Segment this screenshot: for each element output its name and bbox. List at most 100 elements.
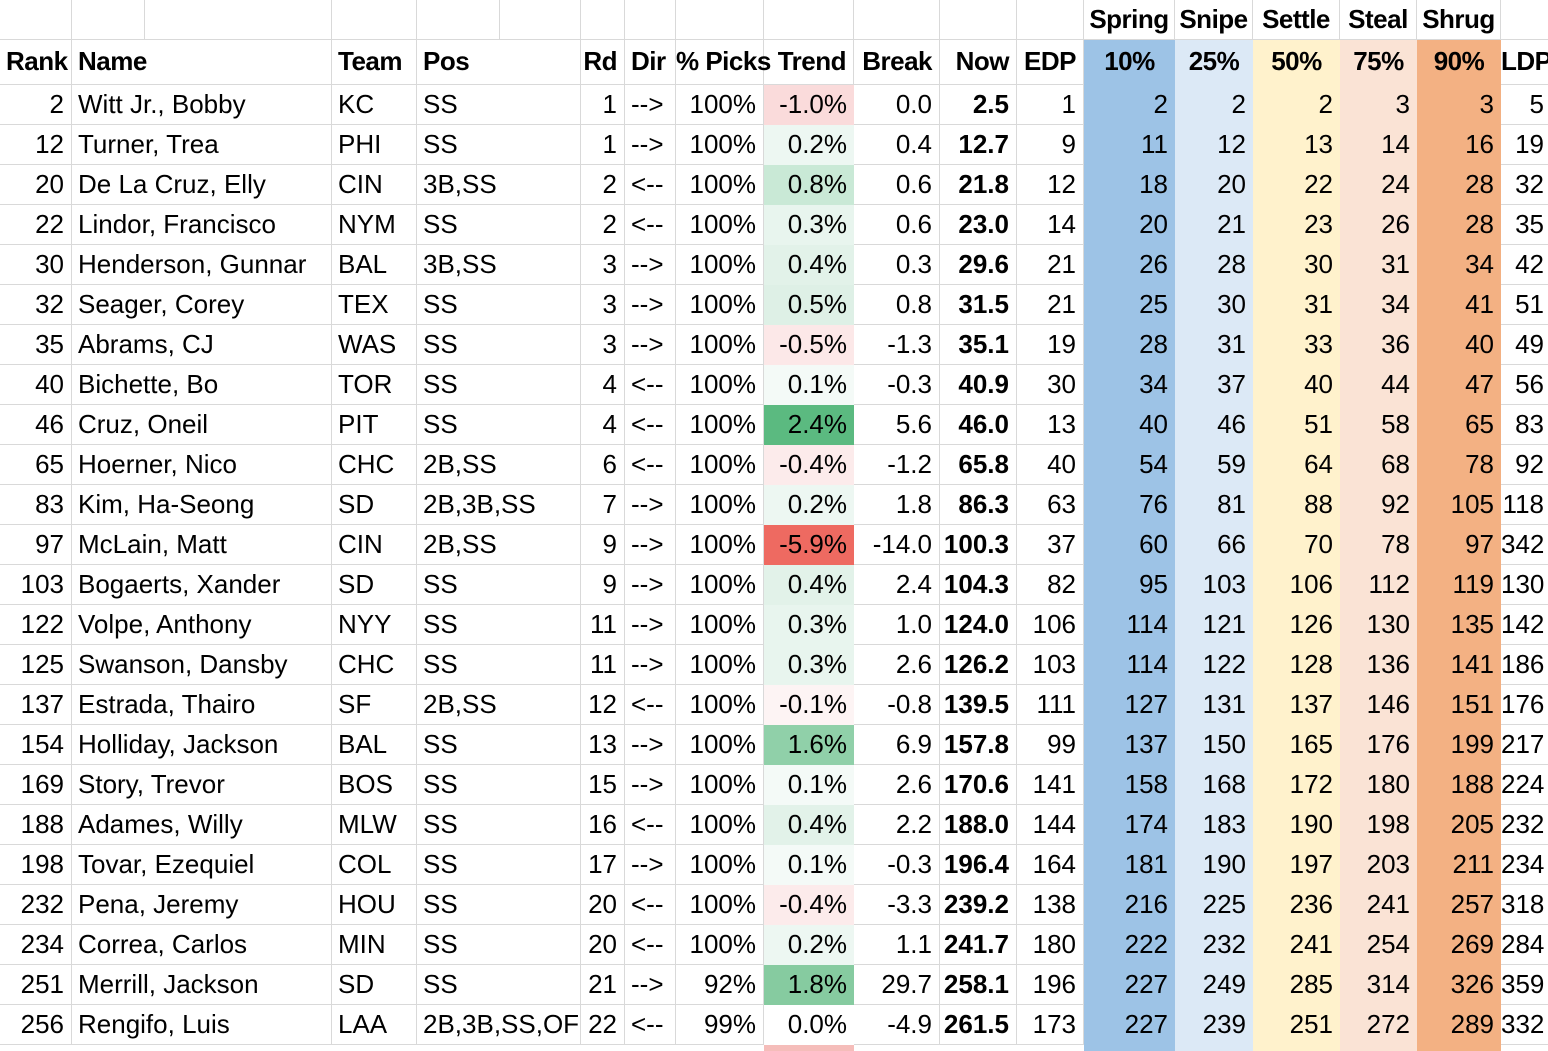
- p25-cell[interactable]: 239: [1175, 1005, 1253, 1045]
- name-cell[interactable]: Henderson, Gunnar: [72, 245, 332, 285]
- p50-cell[interactable]: 2: [1253, 85, 1340, 125]
- p90-cell[interactable]: 188: [1417, 765, 1501, 805]
- p50-cell[interactable]: 126: [1253, 605, 1340, 645]
- picks-cell[interactable]: 100%: [676, 285, 764, 325]
- rank-cell[interactable]: 188: [0, 805, 72, 845]
- ldp-cell[interactable]: 332: [1501, 1005, 1548, 1045]
- p10-cell[interactable]: 18: [1084, 165, 1175, 205]
- name-cell[interactable]: Hoerner, Nico: [72, 445, 332, 485]
- trend-cell[interactable]: 0.3%: [764, 605, 854, 645]
- p10-cell[interactable]: 26: [1084, 245, 1175, 285]
- pos-cell[interactable]: SS: [417, 285, 581, 325]
- col-header-10pct[interactable]: 10%: [1084, 40, 1175, 85]
- team-cell[interactable]: MIN: [332, 925, 417, 965]
- p25-cell[interactable]: 66: [1175, 525, 1253, 565]
- p90-cell[interactable]: 47: [1417, 365, 1501, 405]
- ldp-cell[interactable]: 51: [1501, 285, 1548, 325]
- dir-cell[interactable]: -->: [625, 565, 676, 605]
- rd-cell[interactable]: 6: [581, 445, 625, 485]
- col-header-break[interactable]: Break: [854, 40, 940, 85]
- p50-cell[interactable]: 64: [1253, 445, 1340, 485]
- p25-cell[interactable]: 121: [1175, 605, 1253, 645]
- trend-cell[interactable]: -1.0%: [764, 85, 854, 125]
- team-cell[interactable]: COL: [332, 845, 417, 885]
- edp-cell[interactable]: 138: [1017, 885, 1084, 925]
- break-cell[interactable]: 5.6: [854, 405, 940, 445]
- now-cell[interactable]: 65.8: [940, 445, 1017, 485]
- picks-cell[interactable]: 100%: [676, 765, 764, 805]
- p75-cell[interactable]: 3: [1340, 85, 1417, 125]
- p10-cell[interactable]: 40: [1084, 405, 1175, 445]
- trend-cell[interactable]: 0.8%: [764, 165, 854, 205]
- p90-cell[interactable]: 199: [1417, 725, 1501, 765]
- trend-cell[interactable]: 0.1%: [764, 765, 854, 805]
- picks-cell[interactable]: 100%: [676, 445, 764, 485]
- team-cell[interactable]: BAL: [332, 725, 417, 765]
- col-header-name[interactable]: Name: [72, 40, 332, 85]
- rank-cell[interactable]: 30: [0, 245, 72, 285]
- p75-cell[interactable]: 14: [1340, 125, 1417, 165]
- name-cell[interactable]: Estrada, Thairo: [72, 685, 332, 725]
- pos-cell[interactable]: SS: [417, 885, 581, 925]
- edp-cell[interactable]: 30: [1017, 365, 1084, 405]
- trend-cell[interactable]: 0.4%: [764, 805, 854, 845]
- p75-cell[interactable]: 36: [1340, 325, 1417, 365]
- col-header-edp[interactable]: EDP: [1017, 40, 1084, 85]
- p75-cell[interactable]: 31: [1340, 245, 1417, 285]
- break-cell[interactable]: 2.2: [854, 805, 940, 845]
- now-cell[interactable]: 188.0: [940, 805, 1017, 845]
- group-header-snipe[interactable]: Snipe: [1175, 0, 1253, 40]
- rd-cell[interactable]: 1: [581, 125, 625, 165]
- picks-cell[interactable]: 92%: [676, 965, 764, 1005]
- trend-cell[interactable]: 0.3%: [764, 205, 854, 245]
- p25-cell[interactable]: 59: [1175, 445, 1253, 485]
- ldp-cell[interactable]: 224: [1501, 765, 1548, 805]
- rank-cell[interactable]: 256: [0, 1005, 72, 1045]
- picks-cell[interactable]: 100%: [676, 525, 764, 565]
- p90-cell[interactable]: 151: [1417, 685, 1501, 725]
- picks-cell[interactable]: 100%: [676, 205, 764, 245]
- trend-cell[interactable]: 0.3%: [764, 645, 854, 685]
- ldp-cell[interactable]: 130: [1501, 565, 1548, 605]
- dir-cell[interactable]: -->: [625, 285, 676, 325]
- rank-cell[interactable]: 40: [0, 365, 72, 405]
- p50-cell[interactable]: 236: [1253, 885, 1340, 925]
- p90-cell[interactable]: 28: [1417, 165, 1501, 205]
- p10-cell[interactable]: 227: [1084, 965, 1175, 1005]
- p75-cell[interactable]: 112: [1340, 565, 1417, 605]
- team-cell[interactable]: KC: [332, 85, 417, 125]
- pos-cell[interactable]: 2B,3B,SS: [417, 485, 581, 525]
- edp-cell[interactable]: 21: [1017, 245, 1084, 285]
- pos-cell[interactable]: SS: [417, 85, 581, 125]
- p90-cell[interactable]: 326: [1417, 965, 1501, 1005]
- now-cell[interactable]: 31.5: [940, 285, 1017, 325]
- col-header-dir[interactable]: Dir: [625, 40, 676, 85]
- team-cell[interactable]: CIN: [332, 525, 417, 565]
- break-cell[interactable]: 0.3: [854, 245, 940, 285]
- p50-cell[interactable]: 137: [1253, 685, 1340, 725]
- name-cell[interactable]: Kim, Ha-Seong: [72, 485, 332, 525]
- trend-cell[interactable]: 0.1%: [764, 845, 854, 885]
- p75-cell[interactable]: 24: [1340, 165, 1417, 205]
- pos-cell[interactable]: 2B,3B,SS,OF: [417, 1005, 581, 1045]
- col-header-rank[interactable]: Rank: [0, 40, 72, 85]
- now-cell[interactable]: 157.8: [940, 725, 1017, 765]
- pos-cell[interactable]: SS: [417, 605, 581, 645]
- team-cell[interactable]: SD: [332, 565, 417, 605]
- now-cell[interactable]: 261.5: [940, 1005, 1017, 1045]
- col-header-team[interactable]: Team: [332, 40, 417, 85]
- break-cell[interactable]: -3.3: [854, 885, 940, 925]
- p50-cell[interactable]: 51: [1253, 405, 1340, 445]
- col-header-now[interactable]: Now: [940, 40, 1017, 85]
- picks-cell[interactable]: 100%: [676, 565, 764, 605]
- team-cell[interactable]: HOU: [332, 885, 417, 925]
- dir-cell[interactable]: <--: [625, 165, 676, 205]
- team-cell[interactable]: MLW: [332, 805, 417, 845]
- col-header-90pct[interactable]: 90%: [1417, 40, 1501, 85]
- p50-cell[interactable]: 197: [1253, 845, 1340, 885]
- name-cell[interactable]: Holliday, Jackson: [72, 725, 332, 765]
- team-cell[interactable]: PHI: [332, 125, 417, 165]
- dir-cell[interactable]: <--: [625, 805, 676, 845]
- rank-cell[interactable]: 103: [0, 565, 72, 605]
- rank-cell[interactable]: 232: [0, 885, 72, 925]
